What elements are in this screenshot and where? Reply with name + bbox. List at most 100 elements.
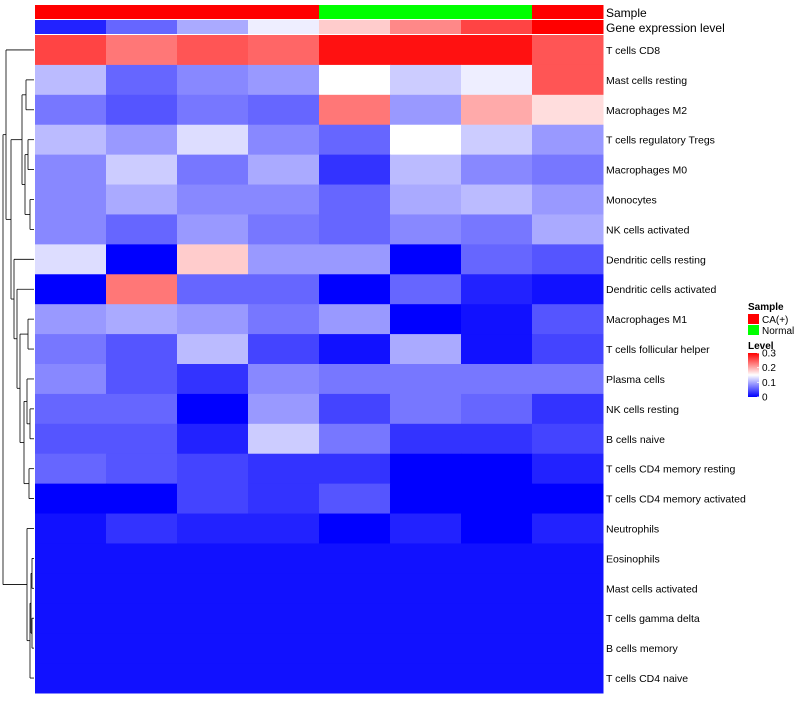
heatmap-cell-r8-c6 bbox=[461, 274, 533, 305]
heatmap-cell-r19-c7 bbox=[532, 603, 604, 634]
colorbar bbox=[748, 353, 759, 397]
heatmap-cell-r16-c2 bbox=[177, 513, 249, 544]
annotation-cell-sample-6 bbox=[461, 5, 533, 19]
row-label: T cells follicular helper bbox=[606, 344, 710, 356]
heatmap-cell-r10-c7 bbox=[532, 334, 604, 365]
heatmap-cell-r9-c3 bbox=[248, 304, 320, 335]
heatmap-cell-r7-c7 bbox=[532, 244, 604, 275]
heatmap-cell-r6-c7 bbox=[532, 214, 604, 245]
heatmap-cell-r4-c5 bbox=[390, 154, 462, 186]
annotation-cell-sample-7 bbox=[532, 5, 604, 19]
row-label: NK cells activated bbox=[606, 224, 690, 236]
heatmap-cell-r14-c4 bbox=[319, 453, 391, 485]
heatmap-cell-r7-c2 bbox=[177, 244, 249, 275]
legend-swatch-normal bbox=[748, 325, 759, 335]
heatmap-cell-r20-c0 bbox=[35, 633, 107, 664]
heatmap-cell-r13-c0 bbox=[35, 423, 107, 455]
sample-legend-title: Sample bbox=[748, 302, 784, 313]
heatmap-cell-r5-c3 bbox=[248, 184, 320, 215]
heatmap-cell-r10-c1 bbox=[106, 334, 178, 365]
heatmap-cell-r1-c2 bbox=[177, 64, 249, 96]
heatmap-cell-r1-c5 bbox=[390, 64, 462, 96]
row-label: Neutrophils bbox=[606, 524, 659, 536]
heatmap-cell-r3-c5 bbox=[390, 124, 462, 156]
heatmap-cell-r21-c5 bbox=[390, 663, 462, 694]
heatmap-cell-r3-c0 bbox=[35, 124, 107, 156]
heatmap-cell-r18-c4 bbox=[319, 573, 391, 604]
heatmap-cell-r0-c6 bbox=[461, 35, 533, 66]
heatmap-cell-r21-c2 bbox=[177, 663, 249, 694]
heatmap-cell-r19-c3 bbox=[248, 603, 320, 634]
heatmap-cell-r17-c6 bbox=[461, 543, 533, 574]
heatmap-cell-r12-c4 bbox=[319, 393, 391, 425]
heatmap-cell-r2-c1 bbox=[106, 94, 178, 126]
legend-item-label: CA(+) bbox=[762, 315, 788, 326]
heatmap-cell-r8-c4 bbox=[319, 274, 391, 305]
heatmap-cell-r5-c0 bbox=[35, 184, 107, 215]
heatmap-cell-r12-c5 bbox=[390, 393, 462, 425]
heatmap-cell-r15-c4 bbox=[319, 483, 391, 515]
heatmap-cell-r8-c5 bbox=[390, 274, 462, 305]
heatmap-cell-r21-c1 bbox=[106, 663, 178, 694]
row-label: Macrophages M1 bbox=[606, 314, 687, 326]
heatmap-cell-r10-c6 bbox=[461, 334, 533, 365]
heatmap-cell-r15-c1 bbox=[106, 483, 178, 515]
heatmap-cell-r4-c2 bbox=[177, 154, 249, 186]
row-label: T cells CD4 memory resting bbox=[606, 464, 735, 476]
heatmap-cell-r0-c0 bbox=[35, 35, 107, 66]
heatmap-cell-r6-c1 bbox=[106, 214, 178, 245]
heatmap-cell-r9-c1 bbox=[106, 304, 178, 335]
heatmap-cell-r4-c4 bbox=[319, 154, 391, 186]
annotation-cell-expression-0 bbox=[35, 20, 107, 34]
row-label: Macrophages M0 bbox=[606, 165, 687, 177]
heatmap-cell-r3-c7 bbox=[532, 124, 604, 156]
row-label: Monocytes bbox=[606, 195, 657, 207]
row-label: T cells regulatory Tregs bbox=[606, 135, 715, 147]
heatmap-cell-r16-c6 bbox=[461, 513, 533, 544]
heatmap-cell-r16-c5 bbox=[390, 513, 462, 544]
heatmap-cell-r21-c6 bbox=[461, 663, 533, 694]
heatmap-cell-r2-c2 bbox=[177, 94, 249, 126]
heatmap-cell-r18-c3 bbox=[248, 573, 320, 604]
heatmap-cell-r14-c1 bbox=[106, 453, 178, 485]
heatmap-cell-r13-c1 bbox=[106, 423, 178, 455]
heatmap-cell-r15-c5 bbox=[390, 483, 462, 515]
heatmap-cell-r10-c5 bbox=[390, 334, 462, 365]
heatmap-cell-r14-c5 bbox=[390, 453, 462, 485]
annotation-label-0: Sample bbox=[606, 6, 647, 20]
annotation-cell-sample-0 bbox=[35, 5, 107, 19]
row-label: B cells memory bbox=[606, 643, 679, 655]
heatmap-cell-r17-c5 bbox=[390, 543, 462, 574]
heatmap-cell-r20-c4 bbox=[319, 633, 391, 664]
heatmap-cell-r0-c3 bbox=[248, 35, 320, 66]
heatmap-cell-r13-c5 bbox=[390, 423, 462, 455]
heatmap-cell-r13-c7 bbox=[532, 423, 604, 455]
heatmap-cell-r1-c4 bbox=[319, 64, 391, 96]
heatmap-cell-r10-c4 bbox=[319, 334, 391, 365]
heatmap-cell-r3-c1 bbox=[106, 124, 178, 156]
heatmap-cell-r7-c6 bbox=[461, 244, 533, 275]
heatmap-cell-r10-c2 bbox=[177, 334, 249, 365]
heatmap-cell-r13-c2 bbox=[177, 423, 249, 455]
heatmap-cell-r4-c7 bbox=[532, 154, 604, 186]
heatmap-cell-r11-c2 bbox=[177, 364, 249, 395]
heatmap-cell-r18-c7 bbox=[532, 573, 604, 604]
heatmap-cell-r12-c3 bbox=[248, 393, 320, 425]
heatmap-cell-r20-c1 bbox=[106, 633, 178, 664]
heatmap-cell-r17-c2 bbox=[177, 543, 249, 574]
heatmap-cell-r21-c7 bbox=[532, 663, 604, 694]
heatmap-cell-r15-c0 bbox=[35, 483, 107, 515]
heatmap-cell-r1-c3 bbox=[248, 64, 320, 96]
heatmap-cell-r0-c4 bbox=[319, 35, 391, 66]
heatmap-cell-r4-c0 bbox=[35, 154, 107, 186]
heatmap-cell-r11-c4 bbox=[319, 364, 391, 395]
heatmap-cell-r6-c4 bbox=[319, 214, 391, 245]
row-label: T cells gamma delta bbox=[606, 613, 700, 625]
heatmap-cell-r14-c2 bbox=[177, 453, 249, 485]
colorbar-tick-label: 0.3 bbox=[762, 349, 776, 360]
heatmap-cell-r21-c0 bbox=[35, 663, 107, 694]
heatmap-cell-r5-c5 bbox=[390, 184, 462, 215]
heatmap-cell-r19-c2 bbox=[177, 603, 249, 634]
heatmap-cell-r9-c6 bbox=[461, 304, 533, 335]
